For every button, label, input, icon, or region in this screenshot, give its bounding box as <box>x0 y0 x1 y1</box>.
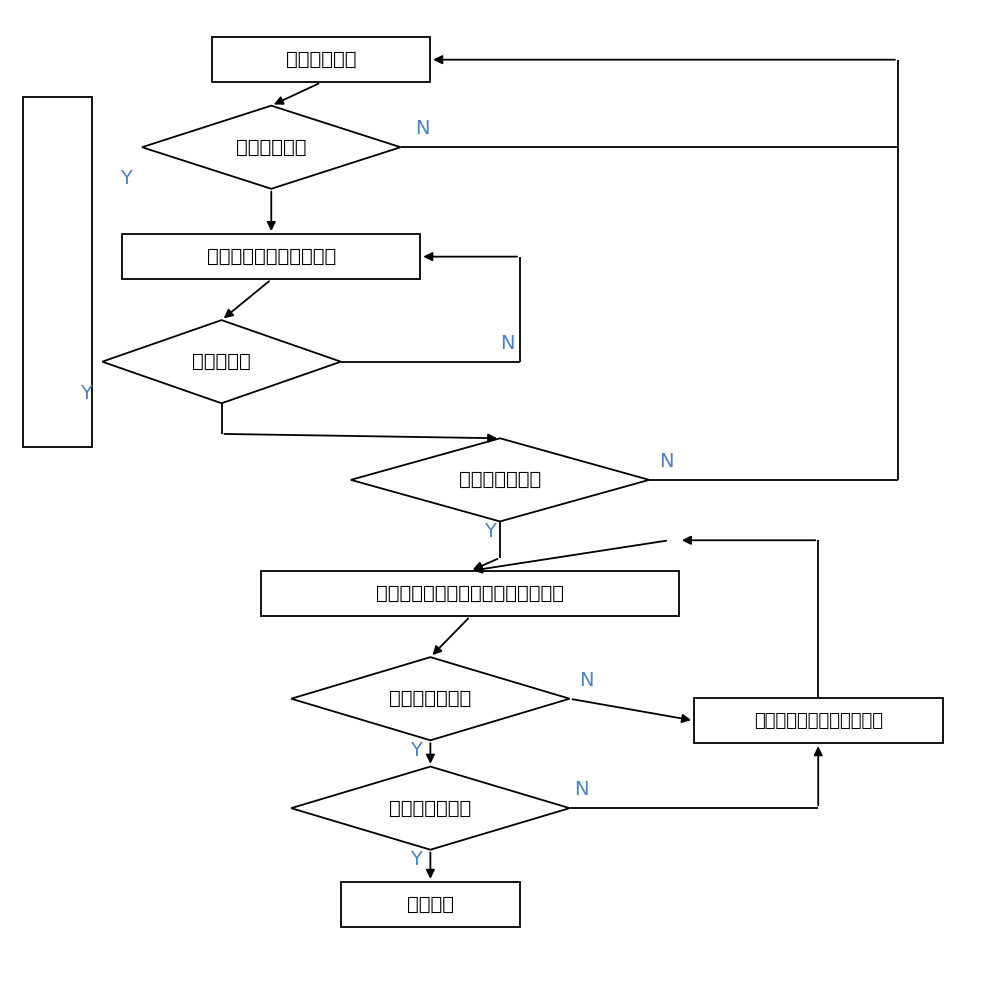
Text: N: N <box>500 333 515 353</box>
Text: 模式编组设定: 模式编组设定 <box>286 50 356 69</box>
Text: Y: Y <box>80 384 92 403</box>
Text: 单次打磨结束？: 单次打磨结束？ <box>389 689 472 708</box>
Polygon shape <box>291 766 570 850</box>
Text: 记录各个电机的打磨动作: 记录各个电机的打磨动作 <box>207 247 336 266</box>
Text: 根据模式编组改变打磨模式: 根据模式编组改变打磨模式 <box>754 712 883 730</box>
FancyBboxPatch shape <box>341 881 520 927</box>
Text: N: N <box>580 670 594 689</box>
Text: Y: Y <box>410 741 421 760</box>
Text: N: N <box>659 452 674 470</box>
Polygon shape <box>351 439 649 522</box>
Polygon shape <box>291 657 570 740</box>
Polygon shape <box>102 320 341 403</box>
FancyBboxPatch shape <box>694 698 943 743</box>
FancyBboxPatch shape <box>122 234 420 279</box>
Text: 打磨结束: 打磨结束 <box>407 895 454 914</box>
Text: 根据记录再次控制电机完成相应动作: 根据记录再次控制电机完成相应动作 <box>376 584 564 603</box>
FancyBboxPatch shape <box>261 571 679 616</box>
Text: N: N <box>415 119 430 138</box>
Text: 编组模式结束？: 编组模式结束？ <box>389 799 472 817</box>
Text: 记忆结束？: 记忆结束？ <box>192 352 251 371</box>
Text: Y: Y <box>120 170 132 188</box>
Text: Y: Y <box>484 523 496 541</box>
FancyBboxPatch shape <box>212 36 430 83</box>
Text: 自动打磨开始？: 自动打磨开始？ <box>459 470 541 489</box>
Text: Y: Y <box>410 851 421 870</box>
Text: N: N <box>575 780 589 799</box>
Polygon shape <box>142 106 401 188</box>
Text: 记忆模式开始: 记忆模式开始 <box>236 138 307 157</box>
